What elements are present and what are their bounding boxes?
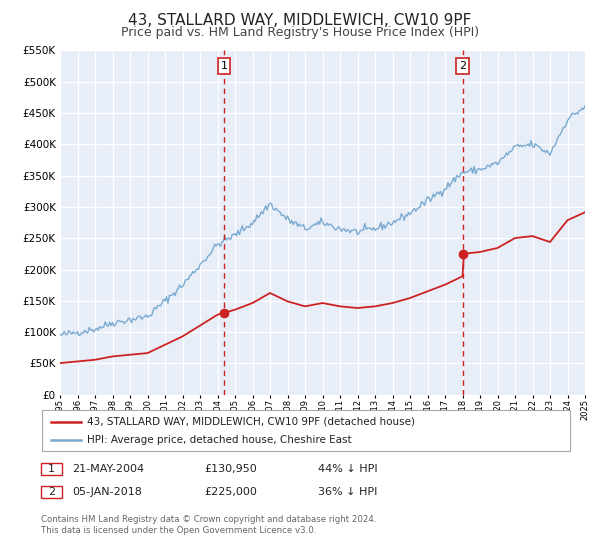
Text: This data is licensed under the Open Government Licence v3.0.: This data is licensed under the Open Gov… <box>41 526 316 535</box>
Text: Price paid vs. HM Land Registry's House Price Index (HPI): Price paid vs. HM Land Registry's House … <box>121 26 479 39</box>
Text: HPI: Average price, detached house, Cheshire East: HPI: Average price, detached house, Ches… <box>87 435 352 445</box>
Text: 05-JAN-2018: 05-JAN-2018 <box>72 487 142 497</box>
Text: 1: 1 <box>221 61 227 71</box>
Text: £130,950: £130,950 <box>204 464 257 474</box>
Text: 1: 1 <box>48 464 55 474</box>
Text: 2: 2 <box>48 487 55 497</box>
Text: £225,000: £225,000 <box>204 487 257 497</box>
Text: 2: 2 <box>459 61 466 71</box>
Text: 43, STALLARD WAY, MIDDLEWICH, CW10 9PF: 43, STALLARD WAY, MIDDLEWICH, CW10 9PF <box>128 13 472 29</box>
Text: 36% ↓ HPI: 36% ↓ HPI <box>318 487 377 497</box>
Text: 21-MAY-2004: 21-MAY-2004 <box>72 464 144 474</box>
Text: Contains HM Land Registry data © Crown copyright and database right 2024.: Contains HM Land Registry data © Crown c… <box>41 515 376 524</box>
Text: 43, STALLARD WAY, MIDDLEWICH, CW10 9PF (detached house): 43, STALLARD WAY, MIDDLEWICH, CW10 9PF (… <box>87 417 415 427</box>
Text: 44% ↓ HPI: 44% ↓ HPI <box>318 464 377 474</box>
